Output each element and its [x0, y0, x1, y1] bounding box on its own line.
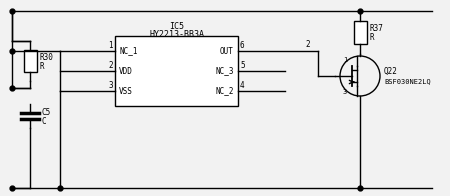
Text: R: R — [40, 62, 45, 71]
Text: 1: 1 — [108, 41, 113, 50]
Text: 5: 5 — [240, 61, 245, 70]
Text: C5: C5 — [42, 107, 51, 116]
Text: NC_2: NC_2 — [216, 86, 234, 95]
Text: 2: 2 — [306, 40, 310, 49]
Text: VSS: VSS — [119, 86, 133, 95]
Text: OUT: OUT — [220, 46, 234, 55]
Text: R37: R37 — [370, 24, 384, 33]
Text: 4: 4 — [240, 81, 245, 90]
Text: NC_1: NC_1 — [119, 46, 138, 55]
Text: 2: 2 — [108, 61, 113, 70]
Text: HY2213-BB3A: HY2213-BB3A — [149, 30, 204, 38]
Text: IC5: IC5 — [169, 22, 184, 31]
Text: 3: 3 — [343, 89, 347, 95]
Text: R30: R30 — [40, 53, 54, 62]
Text: 6: 6 — [240, 41, 245, 50]
Bar — [23, 50, 36, 72]
Bar — [354, 21, 366, 44]
Text: 1: 1 — [343, 57, 347, 63]
Text: NC_3: NC_3 — [216, 66, 234, 75]
Bar — [115, 36, 238, 106]
Text: C: C — [42, 116, 47, 125]
Text: R: R — [370, 33, 374, 42]
Text: VDD: VDD — [119, 66, 133, 75]
Text: Q22: Q22 — [384, 66, 398, 75]
Text: 3: 3 — [108, 81, 113, 90]
Text: BSF030NE2LQ: BSF030NE2LQ — [384, 78, 431, 84]
